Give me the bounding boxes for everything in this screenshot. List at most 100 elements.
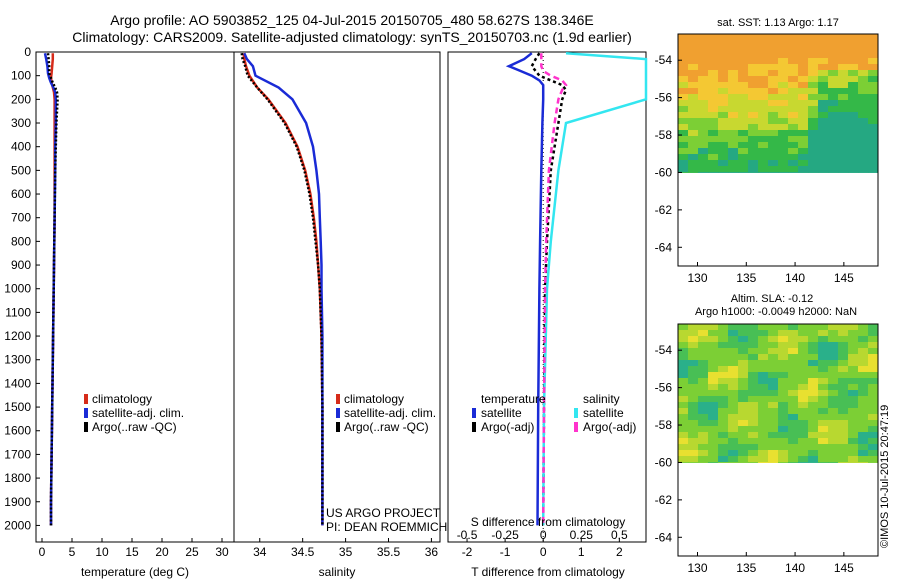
heatmap-cell bbox=[858, 324, 869, 331]
heatmap-cell bbox=[788, 420, 799, 427]
heatmap-cell bbox=[738, 354, 749, 361]
heatmap-cell bbox=[718, 360, 729, 367]
heatmap-cell bbox=[798, 166, 809, 173]
heatmap-cell bbox=[718, 372, 729, 379]
title-line-2: Climatology: CARS2009. Satellite-adjuste… bbox=[72, 29, 632, 45]
heatmap-cell bbox=[708, 160, 719, 167]
heatmap-cell bbox=[808, 34, 819, 41]
heatmap-cell bbox=[678, 360, 689, 367]
heatmap-cell bbox=[798, 52, 809, 59]
heatmap-cell bbox=[798, 408, 809, 415]
heatmap-cell bbox=[818, 118, 829, 125]
heatmap-cell bbox=[798, 100, 809, 107]
heatmap-cell bbox=[798, 378, 809, 385]
heatmap-cell bbox=[848, 462, 859, 463]
heatmap-cell bbox=[798, 414, 809, 421]
heatmap-cell bbox=[738, 94, 749, 101]
latitude-tick-label: -60 bbox=[655, 455, 673, 469]
salinity-tick-label: 34 bbox=[253, 545, 267, 559]
heatmap-cell bbox=[848, 166, 859, 173]
heatmap-cell bbox=[798, 336, 809, 343]
depth-tick-label: 400 bbox=[11, 140, 31, 154]
heatmap-cell bbox=[718, 106, 729, 113]
salinity-climatology-line bbox=[242, 53, 324, 526]
heatmap-cell bbox=[808, 94, 819, 101]
heatmap-cell bbox=[758, 378, 769, 385]
heatmap-cell bbox=[688, 34, 699, 41]
heatmap-cell bbox=[698, 366, 709, 373]
heatmap-cell bbox=[828, 34, 839, 41]
heatmap-cell bbox=[738, 166, 749, 173]
heatmap-cell bbox=[868, 336, 879, 343]
heatmap-cell bbox=[838, 46, 849, 53]
heatmap-cell bbox=[788, 100, 799, 107]
heatmap-cell bbox=[828, 136, 839, 143]
heatmap-cell bbox=[728, 402, 739, 409]
heatmap-cell bbox=[788, 330, 799, 337]
heatmap-cell bbox=[678, 396, 689, 403]
heatmap-cell bbox=[718, 94, 729, 101]
heatmap-cell bbox=[768, 360, 779, 367]
heatmap-cell bbox=[848, 118, 859, 125]
imos-stamp: ©IMOS 10-Jul-2015 20:47:19 bbox=[879, 405, 891, 548]
heatmap-cell bbox=[678, 366, 689, 373]
heatmap-cell bbox=[788, 142, 799, 149]
sla-map-title-1: Altim. SLA: -0.12 bbox=[731, 293, 814, 305]
heatmap-cell bbox=[738, 130, 749, 137]
heatmap-cell bbox=[778, 348, 789, 355]
heatmap-cell bbox=[818, 106, 829, 113]
heatmap-cell bbox=[838, 396, 849, 403]
heatmap-cell bbox=[708, 438, 719, 445]
legend-swatch-s-satellite bbox=[574, 408, 578, 418]
heatmap-cell bbox=[798, 118, 809, 125]
heatmap-cell bbox=[748, 40, 759, 47]
heatmap-cell bbox=[778, 130, 789, 137]
heatmap-cell bbox=[738, 112, 749, 119]
heatmap-cell bbox=[738, 438, 749, 445]
heatmap-cell bbox=[728, 438, 739, 445]
heatmap-cell bbox=[788, 444, 799, 451]
heatmap-cell bbox=[698, 402, 709, 409]
heatmap-cell bbox=[858, 172, 869, 173]
heatmap-cell bbox=[848, 58, 859, 65]
heatmap-cell bbox=[808, 148, 819, 155]
heatmap-cell bbox=[768, 166, 779, 173]
heatmap-cell bbox=[818, 88, 829, 95]
heatmap-cell bbox=[808, 88, 819, 95]
heatmap-cell bbox=[828, 40, 839, 47]
heatmap-cell bbox=[778, 88, 789, 95]
heatmap-cell bbox=[788, 402, 799, 409]
heatmap-cell bbox=[808, 154, 819, 161]
heatmap-cell bbox=[838, 52, 849, 59]
heatmap-cell bbox=[788, 148, 799, 155]
heatmap-cell bbox=[678, 456, 689, 463]
heatmap-cell bbox=[788, 166, 799, 173]
heatmap-cell bbox=[738, 136, 749, 143]
heatmap-cell bbox=[678, 384, 689, 391]
heatmap-cell bbox=[718, 130, 729, 137]
heatmap-cell bbox=[748, 136, 759, 143]
heatmap-cell bbox=[788, 390, 799, 397]
heatmap-cell bbox=[758, 444, 769, 451]
heatmap-cell bbox=[848, 94, 859, 101]
heatmap-cell bbox=[688, 154, 699, 161]
sdiff-tick-label: 0.5 bbox=[611, 528, 628, 542]
heatmap-cell bbox=[678, 76, 689, 83]
heatmap-cell bbox=[848, 360, 859, 367]
heatmap-cell bbox=[788, 396, 799, 403]
heatmap-cell bbox=[838, 76, 849, 83]
heatmap-cell bbox=[708, 396, 719, 403]
heatmap-cell bbox=[838, 136, 849, 143]
heatmap-cell bbox=[858, 130, 869, 137]
heatmap-cell bbox=[788, 172, 799, 173]
heatmap-cell bbox=[838, 450, 849, 457]
heatmap-cell bbox=[818, 148, 829, 155]
heatmap-cell bbox=[868, 130, 879, 137]
heatmap-cell bbox=[688, 76, 699, 83]
heatmap-cell bbox=[768, 408, 779, 415]
heatmap-cell bbox=[678, 402, 689, 409]
heatmap-cell bbox=[858, 432, 869, 439]
heatmap-cell bbox=[778, 70, 789, 77]
heatmap-cell bbox=[868, 142, 879, 149]
heatmap-cell bbox=[748, 414, 759, 421]
